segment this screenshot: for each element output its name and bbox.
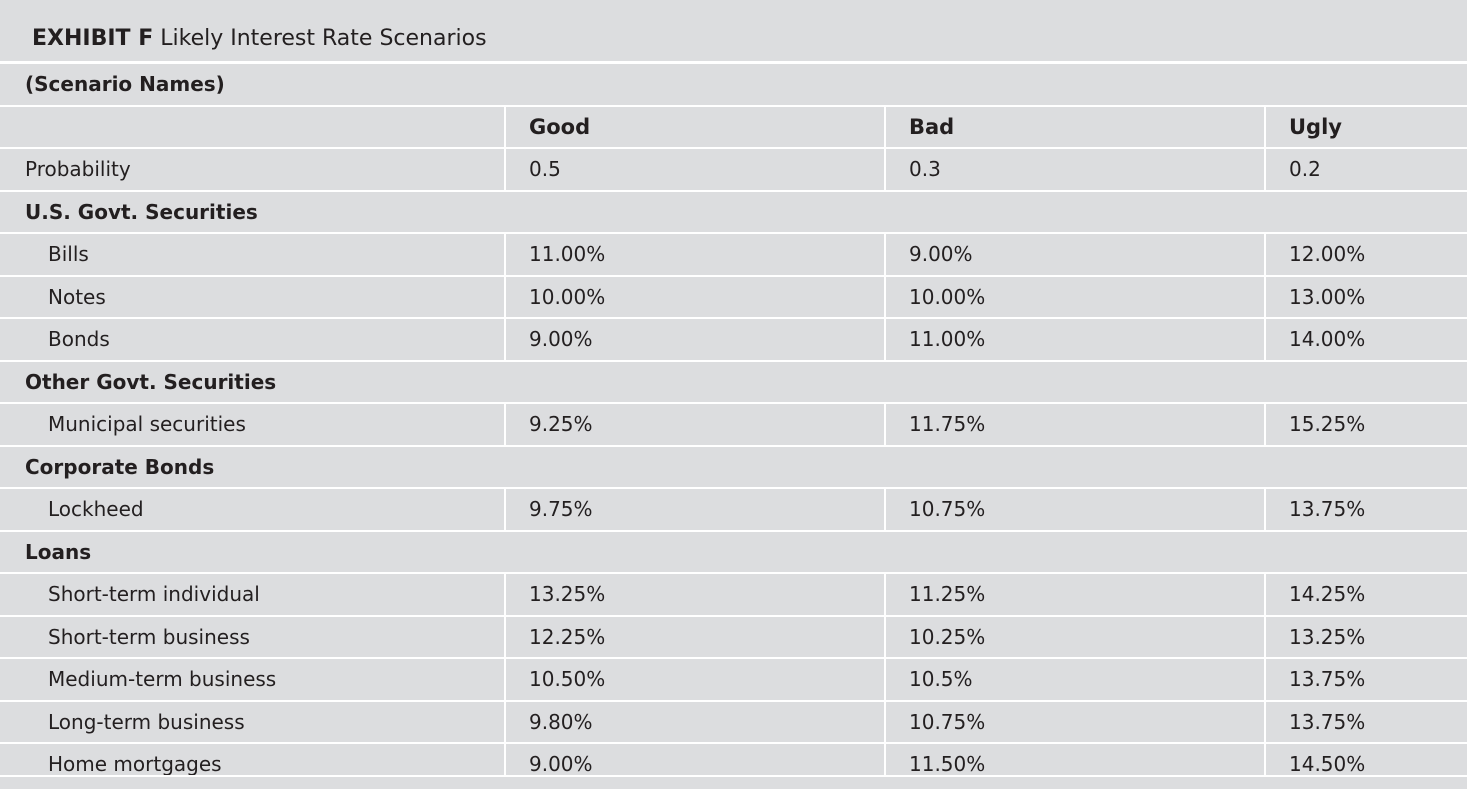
rate-cell-ugly: 13.75%	[1264, 658, 1467, 702]
table-row: Long-term business 9.80% 10.75% 13.75%	[0, 700, 1467, 744]
rate-cell-bad: 10.00%	[884, 275, 1265, 319]
scenario-names-row: (Scenario Names)	[0, 64, 1467, 107]
table-row: Municipal securities 9.25% 11.75% 15.25%	[0, 403, 1467, 447]
table-row: Notes 10.00% 10.00% 13.00%	[0, 275, 1467, 319]
row-label: Long-term business	[0, 700, 505, 744]
rate-cell-ugly: 13.25%	[1264, 615, 1467, 659]
table-row: Bonds 9.00% 11.00% 14.00%	[0, 318, 1467, 362]
section-title: Corporate Bonds	[0, 445, 1467, 489]
probability-label: Probability	[0, 148, 505, 192]
row-label: Municipal securities	[0, 403, 505, 447]
rate-cell-ugly: 13.75%	[1264, 488, 1467, 532]
section-title: Loans	[0, 530, 1467, 574]
section-row: Corporate Bonds	[0, 445, 1467, 489]
rate-cell-ugly: 15.25%	[1264, 403, 1467, 447]
row-label: Short-term individual	[0, 573, 505, 617]
section-title: Other Govt. Securities	[0, 360, 1467, 404]
scenario-names-label: (Scenario Names)	[0, 64, 1467, 107]
rate-cell-ugly: 13.00%	[1264, 275, 1467, 319]
column-header-row: Good Bad Ugly	[0, 105, 1467, 149]
rate-cell-good: 9.25%	[504, 403, 885, 447]
header-empty-cell	[0, 105, 505, 149]
probability-good: 0.5	[504, 148, 885, 192]
rate-cell-good: 13.25%	[504, 573, 885, 617]
section-title: U.S. Govt. Securities	[0, 190, 1467, 234]
row-label: Bills	[0, 233, 505, 277]
row-label: Lockheed	[0, 488, 505, 532]
row-label: Short-term business	[0, 615, 505, 659]
rate-cell-ugly: 14.25%	[1264, 573, 1467, 617]
rate-cell-bad: 11.75%	[884, 403, 1265, 447]
rate-cell-good: 10.50%	[504, 658, 885, 702]
row-label: Notes	[0, 275, 505, 319]
section-row: Other Govt. Securities	[0, 360, 1467, 404]
column-header-bad: Bad	[884, 105, 1265, 149]
probability-row: Probability 0.5 0.3 0.2	[0, 148, 1467, 192]
rate-cell-good: 11.00%	[504, 233, 885, 277]
rate-cell-good: 12.25%	[504, 615, 885, 659]
rate-cell-ugly: 14.00%	[1264, 318, 1467, 362]
probability-bad: 0.3	[884, 148, 1265, 192]
rate-cell-good: 9.00%	[504, 318, 885, 362]
exhibit-label: EXHIBIT F	[32, 26, 154, 51]
rate-cell-bad: 11.25%	[884, 573, 1265, 617]
table-row: Short-term individual 13.25% 11.25% 14.25%	[0, 573, 1467, 617]
bottom-band	[0, 775, 1467, 789]
scenario-table: (Scenario Names) Good Bad Ugly Probabili…	[0, 64, 1467, 787]
rate-cell-ugly: 13.75%	[1264, 700, 1467, 744]
rate-cell-ugly: 12.00%	[1264, 233, 1467, 277]
column-header-ugly: Ugly	[1264, 105, 1467, 149]
rate-cell-bad: 10.25%	[884, 615, 1265, 659]
exhibit-title-text: Likely Interest Rate Scenarios	[160, 26, 487, 51]
rate-cell-bad: 9.00%	[884, 233, 1265, 277]
section-row: Loans	[0, 530, 1467, 574]
rate-cell-bad: 11.00%	[884, 318, 1265, 362]
rate-cell-bad: 10.5%	[884, 658, 1265, 702]
section-row: U.S. Govt. Securities	[0, 190, 1467, 234]
table-row: Lockheed 9.75% 10.75% 13.75%	[0, 488, 1467, 532]
rate-cell-bad: 10.75%	[884, 488, 1265, 532]
table-row: Bills 11.00% 9.00% 12.00%	[0, 233, 1467, 277]
rate-cell-bad: 10.75%	[884, 700, 1265, 744]
row-label: Bonds	[0, 318, 505, 362]
row-label: Medium-term business	[0, 658, 505, 702]
table-row: Medium-term business 10.50% 10.5% 13.75%	[0, 658, 1467, 702]
rate-cell-good: 9.80%	[504, 700, 885, 744]
column-header-good: Good	[504, 105, 885, 149]
rate-cell-good: 9.75%	[504, 488, 885, 532]
rate-cell-good: 10.00%	[504, 275, 885, 319]
exhibit-title: EXHIBIT F Likely Interest Rate Scenarios	[0, 0, 1467, 64]
table-row: Short-term business 12.25% 10.25% 13.25%	[0, 615, 1467, 659]
probability-ugly: 0.2	[1264, 148, 1467, 192]
